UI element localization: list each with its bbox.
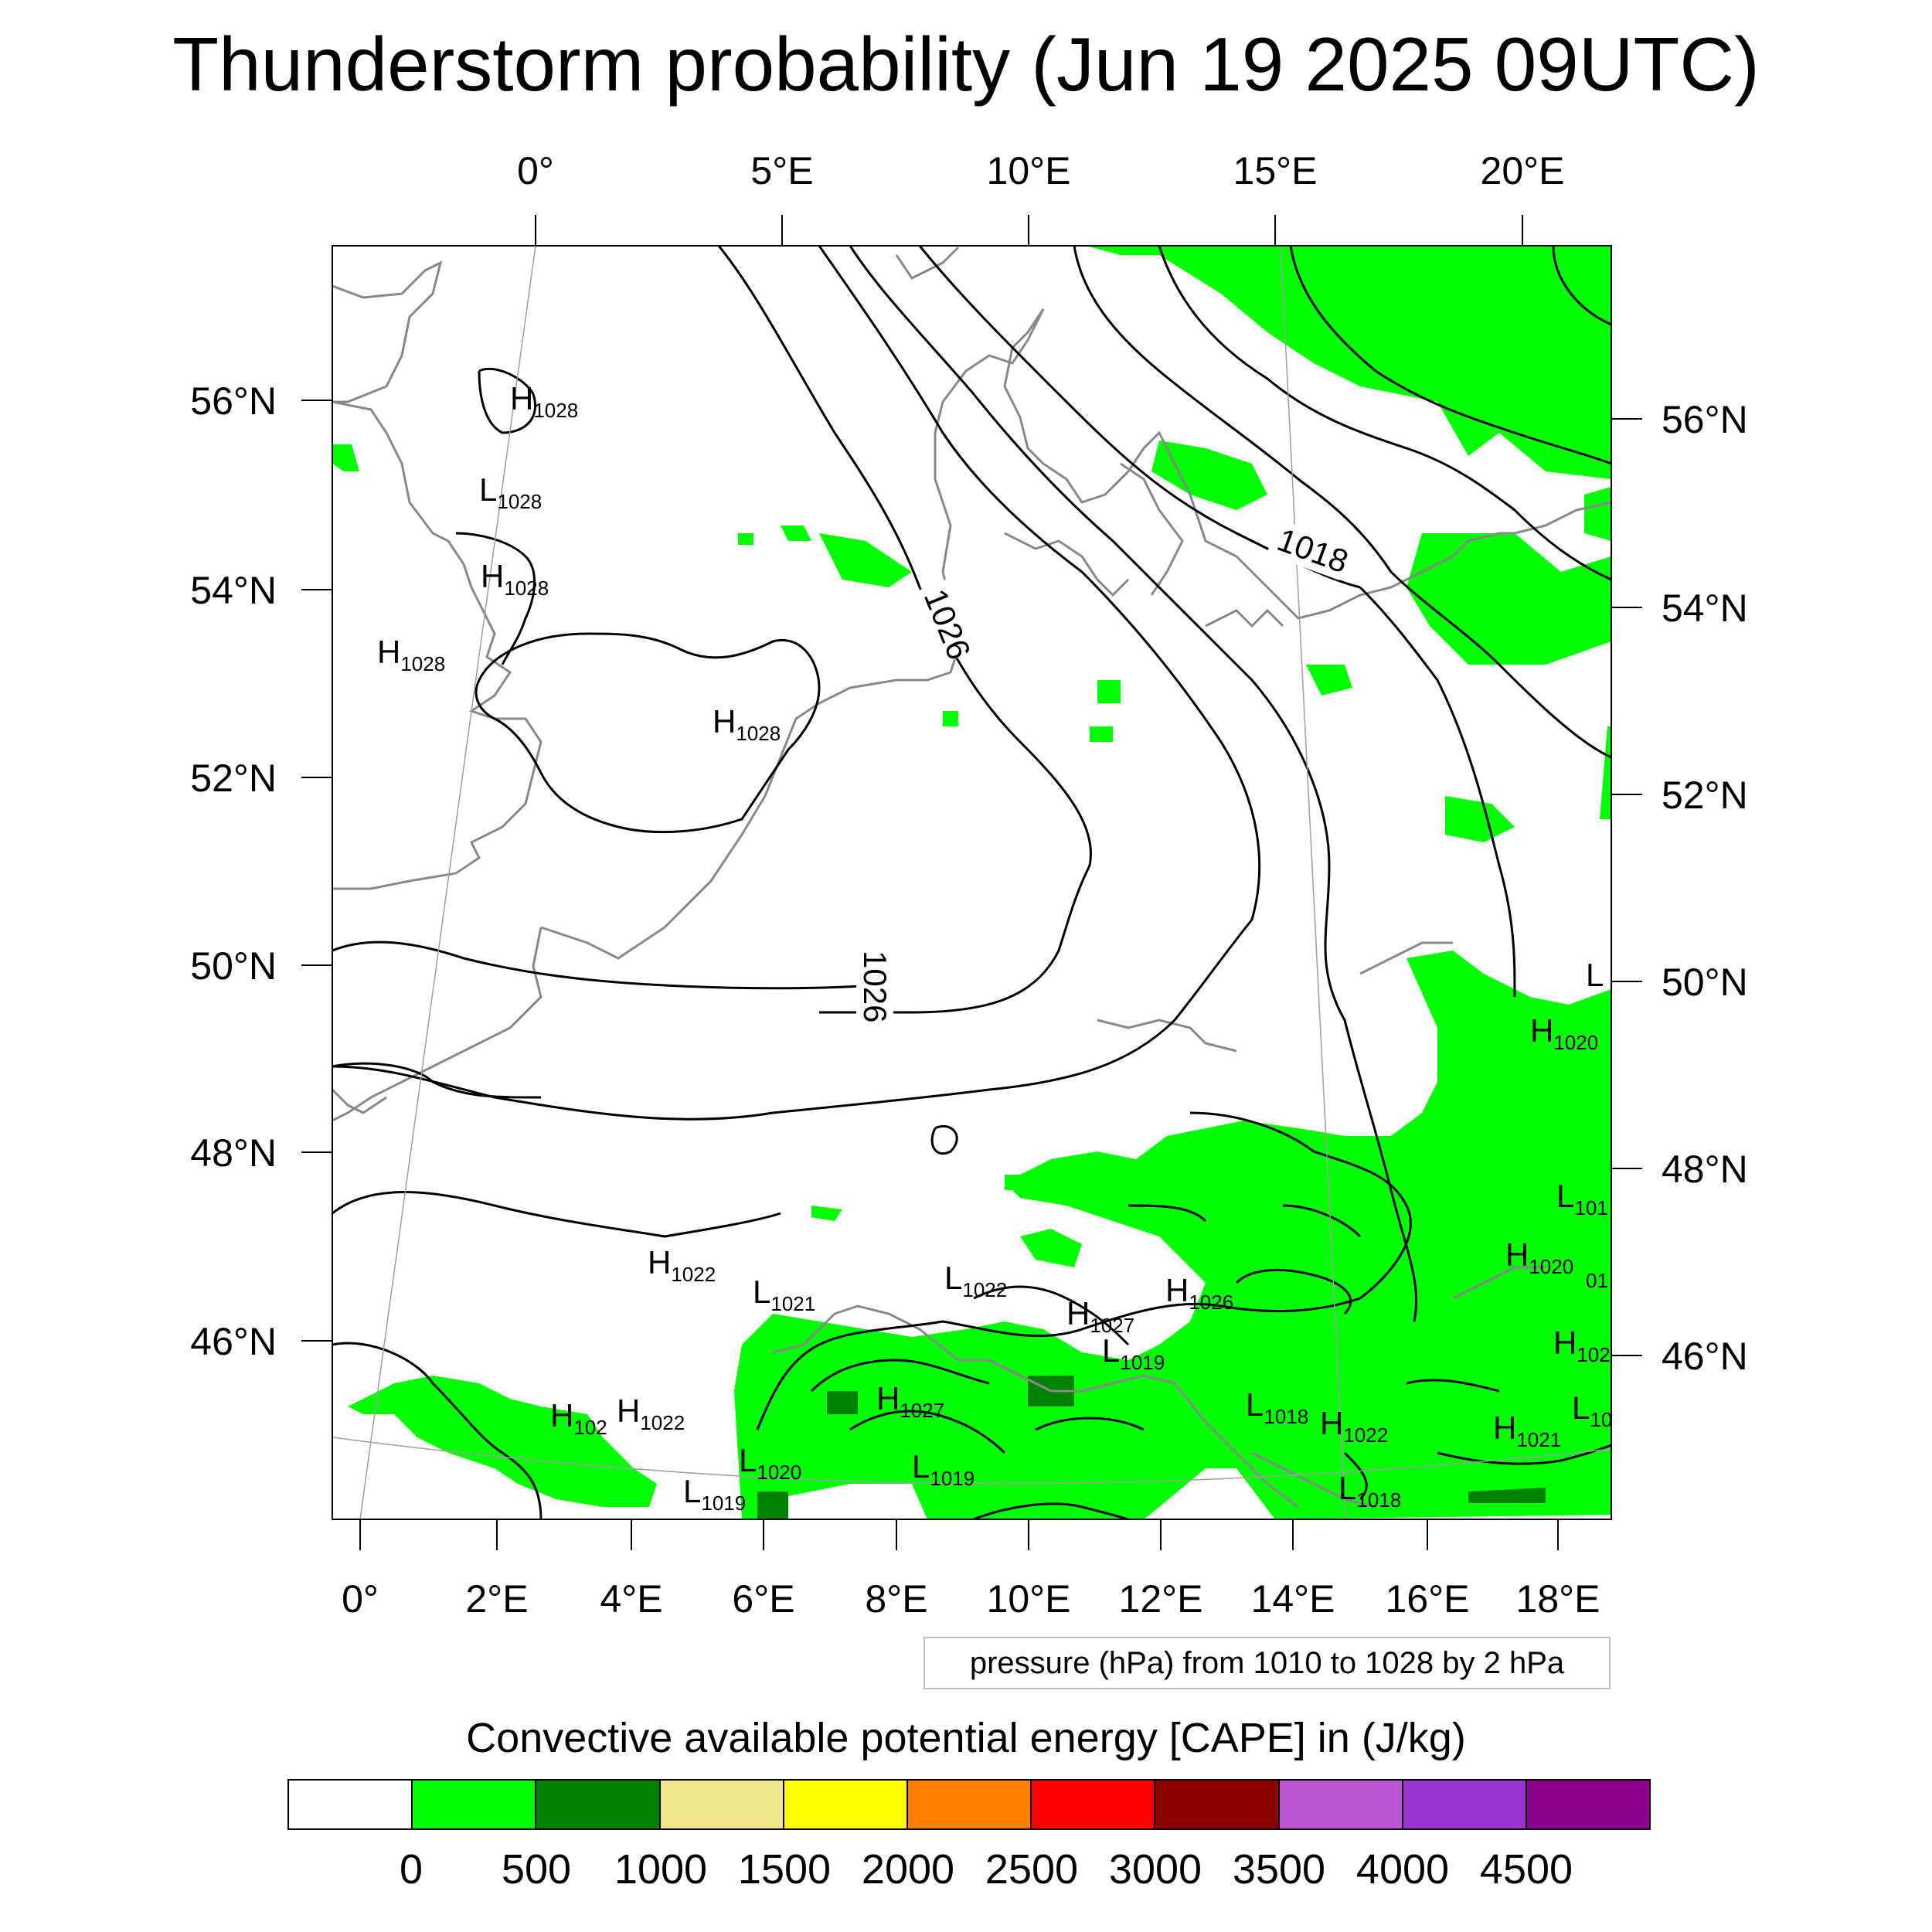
left-lat-label: 52°N — [190, 757, 277, 800]
bottom-lon-label: 18°E — [1516, 1577, 1600, 1621]
pressure-marker: H102 — [550, 1397, 607, 1439]
pressure-marker: L101 — [1556, 1178, 1608, 1219]
colorbar-swatch — [784, 1781, 908, 1828]
pressure-marker: H1027 — [876, 1380, 944, 1422]
pressure-markers: H1028 L1028 H1028 H1028 H1028 H1022 L102… — [377, 380, 1612, 1515]
bottom-lon-label: 16°E — [1386, 1577, 1470, 1621]
plot-frame — [332, 245, 1612, 1520]
pressure-marker: L1018 — [1338, 1470, 1401, 1512]
colorbar-tick-label: 1000 — [614, 1846, 708, 1893]
colorbar-tick-label: 4500 — [1479, 1846, 1573, 1893]
colorbar-tick-label: 3500 — [1232, 1846, 1326, 1893]
right-lat-label: 54°N — [1662, 587, 1748, 630]
pressure-marker: H1026 — [1165, 1272, 1233, 1314]
pressure-marker: H1028 — [510, 380, 578, 422]
isobar-label: 1026 — [917, 584, 978, 665]
right-lat-label: 46°N — [1662, 1335, 1748, 1378]
contour-info-box: pressure (hPa) from 1010 to 1028 by 2 hP… — [923, 1637, 1611, 1689]
colorbar-swatch — [1155, 1781, 1280, 1828]
pressure-marker: H1022 — [1320, 1405, 1388, 1447]
pressure-marker: H102 — [1553, 1325, 1611, 1366]
right-lat-label: 48°N — [1662, 1148, 1748, 1191]
pressure-marker: L1019 — [1102, 1332, 1165, 1374]
colorbar-swatch — [660, 1781, 784, 1828]
top-lon-label: 20°E — [1481, 149, 1565, 192]
graticule-lines — [332, 246, 1611, 1519]
pressure-marker: H1021 — [1493, 1410, 1561, 1451]
colorbar-swatch — [413, 1781, 537, 1828]
colorbar-tick-label: 4000 — [1355, 1846, 1450, 1893]
right-lat-label: 50°N — [1662, 961, 1748, 1004]
tick-marks — [301, 215, 1642, 1550]
colorbar-swatch — [1403, 1781, 1527, 1828]
colorbar-labels: 0 500 1000 1500 2000 2500 3000 3500 4000… — [0, 1845, 1932, 1900]
isobar-label: 1026 — [857, 951, 893, 1022]
left-lat-label: 54°N — [190, 569, 277, 612]
top-lon-label: 15°E — [1233, 149, 1318, 192]
pressure-marker: L — [1586, 957, 1604, 993]
top-lon-label: 5°E — [750, 149, 813, 192]
top-lon-label: 0° — [517, 149, 554, 192]
pressure-marker: 01 — [1586, 1269, 1608, 1292]
pressure-marker: H1027 — [1066, 1295, 1134, 1337]
colorbar-tick-label: 1500 — [737, 1846, 832, 1893]
bottom-lon-label: 0° — [342, 1577, 379, 1621]
pressure-marker: H1020 — [1505, 1236, 1573, 1278]
colorbar-swatch — [907, 1781, 1032, 1828]
pressure-marker: H1022 — [648, 1244, 716, 1286]
pressure-marker: L1019 — [683, 1473, 746, 1515]
bottom-lon-label: 8°E — [865, 1577, 927, 1621]
pressure-marker: L1022 — [944, 1260, 1007, 1301]
bottom-lon-label: 2°E — [465, 1577, 528, 1621]
colorbar-tick-label: 2000 — [861, 1846, 955, 1893]
colorbar-swatch — [1032, 1781, 1156, 1828]
pressure-marker: L1028 — [479, 471, 542, 513]
pressure-marker: L1021 — [753, 1274, 815, 1315]
colorbar-swatch — [1526, 1781, 1650, 1828]
pressure-marker: H1028 — [481, 558, 549, 600]
pressure-marker: L10 — [1572, 1389, 1612, 1431]
coastlines — [332, 246, 1611, 1509]
bottom-lon-label: 10°E — [987, 1577, 1071, 1621]
colorbar-tick-label: 500 — [501, 1846, 572, 1893]
colorbar-swatch — [1279, 1781, 1403, 1828]
right-lat-label: 52°N — [1662, 774, 1748, 817]
bottom-lon-label: 6°E — [732, 1577, 794, 1621]
pressure-marker: H1020 — [1530, 1012, 1598, 1054]
bottom-lon-label: 4°E — [600, 1577, 662, 1621]
pressure-marker: L1018 — [1246, 1386, 1308, 1428]
colorbar-swatch — [536, 1781, 661, 1828]
bottom-lon-label: 14°E — [1251, 1577, 1335, 1621]
map-title: Thunderstorm probability (Jun 19 2025 09… — [172, 22, 1760, 107]
left-lat-label: 46°N — [190, 1320, 277, 1363]
pressure-marker: H1028 — [713, 703, 781, 745]
left-lat-label: 56°N — [190, 379, 277, 423]
pressure-marker: L1020 — [739, 1442, 801, 1484]
left-lat-label: 50°N — [190, 944, 277, 988]
pressure-marker: H1028 — [377, 634, 445, 675]
cape-shading — [332, 246, 1611, 1519]
pressure-marker: L1019 — [912, 1448, 975, 1490]
pressure-marker: H1022 — [617, 1393, 685, 1434]
colorbar — [287, 1779, 1651, 1830]
colorbar-tick-label: 2500 — [985, 1846, 1079, 1893]
left-lat-label: 48°N — [190, 1131, 277, 1175]
top-lon-label: 10°E — [987, 149, 1071, 192]
right-lat-label: 56°N — [1662, 398, 1748, 441]
bottom-lon-label: 12°E — [1119, 1577, 1203, 1621]
colorbar-tick-label: 0 — [399, 1846, 423, 1893]
colorbar-tick-label: 3000 — [1108, 1846, 1202, 1893]
colorbar-swatch — [289, 1781, 413, 1828]
colorbar-title: Convective available potential energy [C… — [466, 1715, 1466, 1761]
